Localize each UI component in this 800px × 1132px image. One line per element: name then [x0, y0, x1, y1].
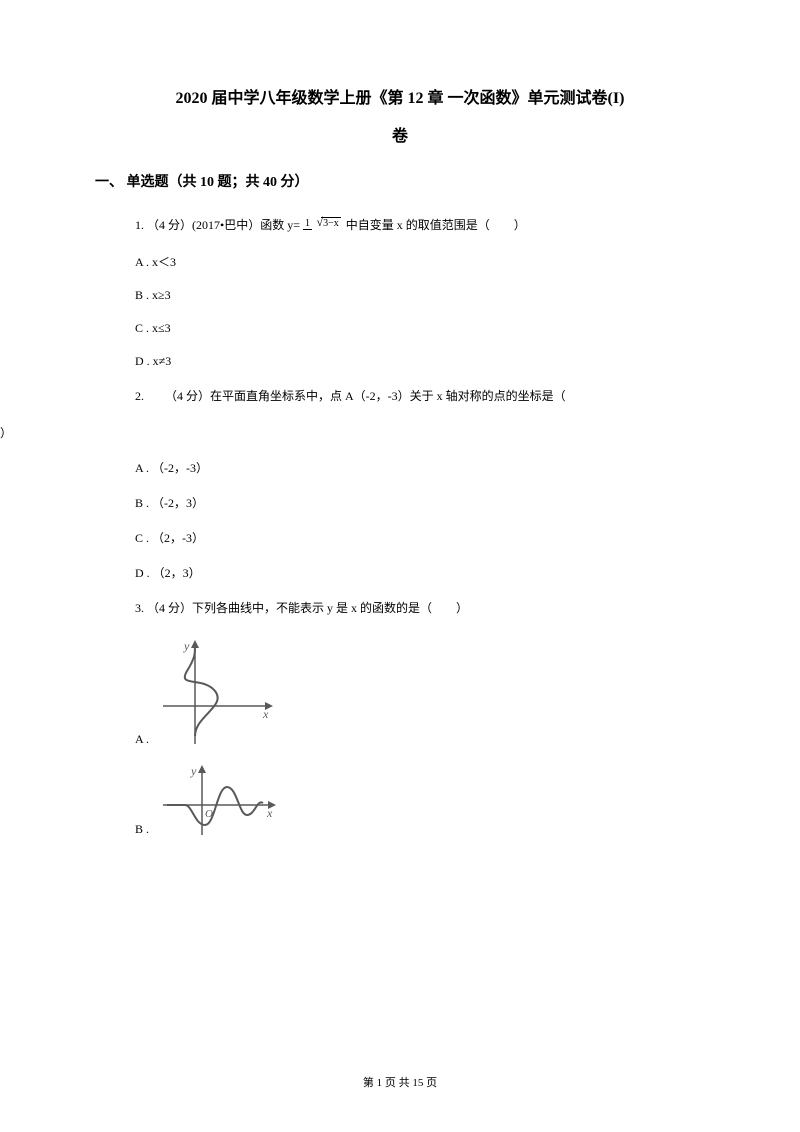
q1-option-b: B . x≥3: [135, 288, 705, 303]
question-3: 3. （4 分）下列各曲线中，不能表示 y 是 x 的函数的是（ ）: [135, 599, 705, 618]
q3-option-b-label: B .: [135, 822, 149, 841]
page-footer: 第 1 页 共 15 页: [0, 1074, 800, 1090]
q2-option-b: B . （-2，3）: [135, 494, 705, 511]
q1-option-c: C . x≤3: [135, 321, 705, 336]
svg-text:x: x: [262, 707, 269, 721]
q1-option-d: D . x≠3: [135, 354, 705, 369]
q2-option-d: D . （2，3）: [135, 564, 705, 581]
q3-graph-b: y x O: [157, 763, 282, 841]
section-header: 一、 单选题（共 10 题；共 40 分）: [95, 171, 705, 191]
q1-option-a: A . x＜3: [135, 253, 705, 270]
q1-text-post: 中自变量 x 的取值范围是（ ）: [346, 218, 526, 232]
svg-text:x: x: [266, 806, 273, 820]
q3-option-a-label: A .: [135, 732, 149, 751]
q2-option-a: A . （-2，-3）: [135, 459, 705, 476]
svg-text:y: y: [190, 764, 197, 778]
question-2: 2. （4 分）在平面直角坐标系中，点 A（-2，-3）关于 x 轴对称的点的坐…: [135, 387, 705, 406]
page-title: 2020 届中学八年级数学上册《第 12 章 一次函数》单元测试卷(I): [95, 85, 705, 114]
q2-option-c: C . （2，-3）: [135, 529, 705, 546]
page-subtitle: 卷: [95, 122, 705, 146]
q1-text-pre: 1. （4 分）(2017•巴中）函数 y=: [135, 218, 303, 232]
q3-option-b: B . y x O: [135, 763, 705, 841]
q3-graph-a: y x: [157, 636, 279, 751]
svg-text:y: y: [183, 639, 190, 653]
q2-trailing-paren: ）: [0, 424, 705, 441]
question-1: 1. （4 分）(2017•巴中）函数 y= 1 √3−x 中自变量 x 的取值…: [135, 216, 705, 235]
q1-fraction: 1 √3−x: [303, 216, 343, 232]
q3-option-a: A . y x: [135, 636, 705, 751]
